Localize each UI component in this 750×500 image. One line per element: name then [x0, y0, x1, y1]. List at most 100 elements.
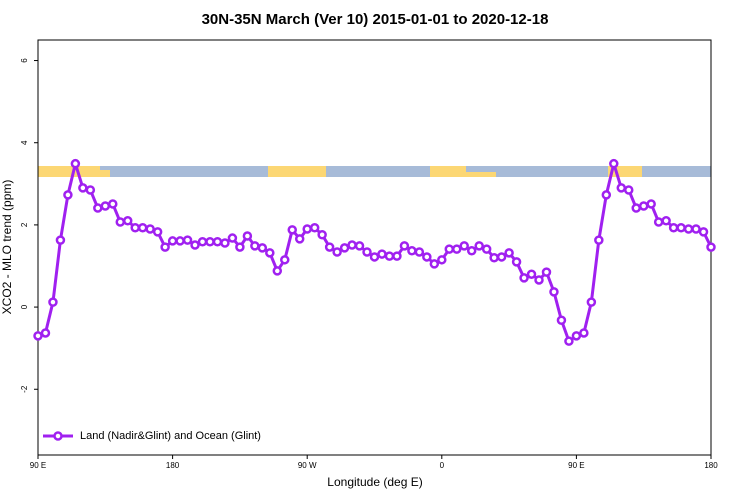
point — [235, 242, 245, 252]
point — [220, 238, 230, 248]
point — [706, 242, 716, 252]
point — [108, 199, 118, 209]
point — [197, 236, 208, 247]
point — [407, 246, 417, 256]
point — [504, 248, 514, 258]
point — [623, 185, 634, 195]
point — [579, 328, 589, 338]
point — [85, 185, 96, 195]
point — [489, 253, 499, 263]
point — [459, 241, 469, 251]
x-tick-label: 90 W — [298, 461, 317, 470]
point — [609, 158, 619, 169]
y-tick-label: -2 — [20, 385, 29, 393]
point — [115, 217, 126, 227]
point — [369, 252, 380, 262]
point — [130, 223, 140, 233]
point — [175, 236, 185, 246]
y-axis-label: XCO2 - MLO trend (ppm) — [0, 180, 14, 315]
point — [653, 217, 664, 227]
point — [549, 287, 559, 297]
point — [93, 203, 103, 213]
point — [564, 336, 574, 346]
point — [354, 241, 365, 251]
point — [160, 242, 170, 252]
point — [33, 331, 43, 341]
point — [272, 266, 283, 276]
x-tick-label: 180 — [166, 461, 180, 470]
point — [257, 243, 268, 253]
point — [182, 235, 193, 245]
point — [683, 224, 694, 234]
point — [48, 297, 58, 307]
point — [227, 233, 238, 243]
point — [437, 255, 447, 265]
point — [250, 241, 260, 251]
point — [481, 244, 492, 254]
point — [265, 248, 275, 258]
point — [466, 246, 477, 256]
point — [422, 252, 432, 262]
y-tick-label: 6 — [20, 58, 29, 63]
point — [601, 190, 612, 200]
point — [541, 267, 552, 277]
point — [324, 242, 335, 252]
point — [698, 227, 709, 237]
point — [55, 235, 66, 245]
point — [137, 223, 148, 233]
point — [571, 331, 582, 341]
point — [339, 243, 350, 253]
legend-marker — [53, 431, 63, 441]
point — [167, 236, 178, 246]
point — [556, 315, 567, 325]
point — [145, 224, 155, 234]
point — [676, 223, 686, 233]
point — [100, 201, 111, 211]
point — [63, 190, 73, 200]
legend-label: Land (Nadir&Glint) and Ocean (Glint) — [80, 430, 261, 442]
point — [616, 183, 627, 193]
point — [347, 240, 357, 250]
point — [78, 183, 88, 193]
x-tick-label: 90 E — [30, 461, 46, 470]
point — [152, 227, 163, 237]
plot-frame — [37, 39, 712, 456]
point — [242, 231, 253, 241]
point — [317, 230, 327, 240]
point — [212, 236, 223, 247]
point — [414, 247, 425, 257]
point — [474, 241, 484, 251]
point — [332, 247, 342, 257]
point — [399, 241, 410, 251]
point — [429, 259, 440, 269]
point — [519, 273, 529, 283]
point — [122, 216, 133, 226]
point — [70, 158, 81, 169]
point — [526, 269, 537, 279]
y-tick-label: 4 — [20, 140, 29, 145]
y-tick-label: 0 — [20, 304, 29, 309]
point — [691, 224, 701, 234]
point — [40, 328, 51, 338]
point — [452, 244, 462, 254]
x-axis-label: Longitude (deg E) — [327, 475, 422, 489]
point — [309, 223, 320, 233]
point — [496, 252, 507, 262]
point — [205, 236, 215, 247]
chart-title: 30N-35N March (Ver 10) 2015-01-01 to 202… — [202, 11, 549, 28]
point — [362, 247, 372, 257]
point — [511, 257, 522, 267]
point — [392, 251, 402, 261]
point — [190, 240, 200, 250]
point — [302, 224, 312, 234]
point — [668, 223, 679, 233]
x-tick-label: 180 — [704, 461, 718, 470]
point — [586, 297, 597, 307]
point — [594, 235, 604, 245]
point — [280, 255, 290, 265]
land-ocean-strip — [38, 166, 711, 177]
y-tick-label: 2 — [20, 222, 29, 227]
point — [444, 244, 455, 254]
point — [646, 199, 656, 209]
